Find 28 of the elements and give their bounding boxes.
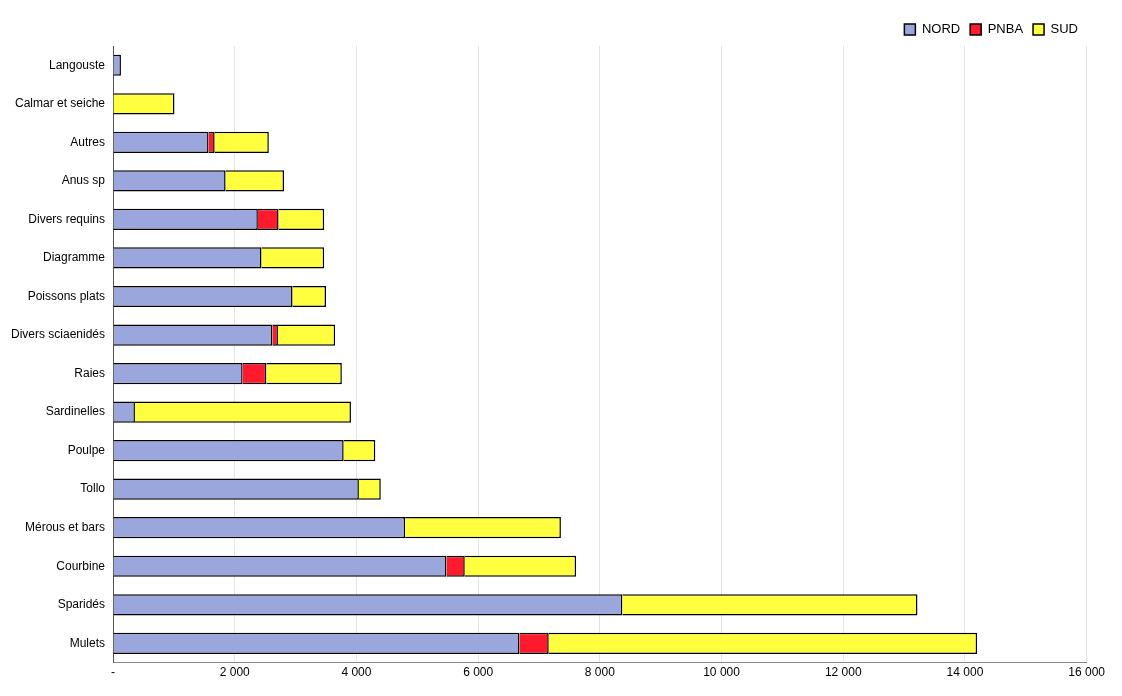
x-tick-label: 10 000 bbox=[703, 665, 741, 680]
x-tick-label: 16 000 bbox=[1068, 665, 1106, 680]
legend-label: NORD bbox=[921, 21, 961, 37]
legend-label: SUD bbox=[1050, 21, 1079, 37]
y-tick-label: Divers requins bbox=[28, 211, 106, 226]
x-tick-label: 14 000 bbox=[946, 665, 984, 680]
x-tick-label: 6 000 bbox=[463, 665, 494, 680]
x-tick-label: 2 000 bbox=[219, 665, 251, 680]
y-tick-label: Calmar et seiche bbox=[14, 96, 106, 111]
x-tick-label: 4 000 bbox=[341, 665, 372, 680]
y-tick-label: Sparidés bbox=[57, 597, 106, 612]
y-tick-label: Anus sp bbox=[61, 173, 106, 188]
y-tick-label: Sardinelles bbox=[45, 404, 106, 419]
x-tick-label: - bbox=[111, 665, 116, 680]
x-tick-label: 12 000 bbox=[824, 665, 862, 680]
y-tick-label: Mérous et bars bbox=[24, 520, 106, 535]
y-tick-label: Tollo bbox=[80, 481, 106, 496]
y-tick-label: Raies bbox=[74, 365, 106, 380]
y-tick-label: Poissons plats bbox=[27, 288, 106, 303]
y-tick-label: Autres bbox=[70, 134, 106, 149]
y-tick-label: Mulets bbox=[69, 635, 106, 650]
y-tick-label: Divers sciaenidés bbox=[10, 327, 106, 342]
y-tick-label: Langouste bbox=[48, 57, 106, 72]
y-tick-label: Diagramme bbox=[43, 250, 106, 265]
y-tick-label: Courbine bbox=[56, 558, 106, 573]
y-tick-label: Poulpe bbox=[67, 442, 106, 457]
legend-label: PNBA bbox=[987, 21, 1024, 37]
x-tick-label: 8 000 bbox=[584, 665, 616, 680]
